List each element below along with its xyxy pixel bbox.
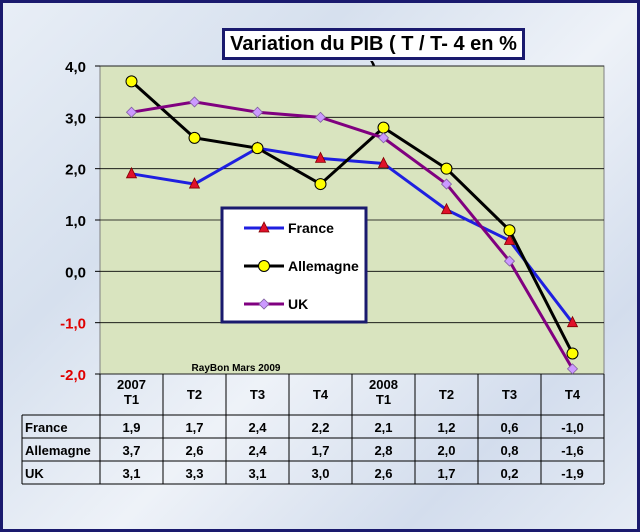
table-cell: 3,7 xyxy=(122,443,140,458)
table-cell: -1,0 xyxy=(561,420,583,435)
table-cell: 2,6 xyxy=(185,443,203,458)
y-tick-label: 1,0 xyxy=(65,213,86,230)
annotation: RayBon Mars 2009 xyxy=(192,363,281,374)
data-point-allemagne xyxy=(503,224,516,237)
category-label-line: T3 xyxy=(502,387,517,402)
y-tick-label: 4,0 xyxy=(65,59,86,76)
data-point-france xyxy=(377,156,390,168)
data-point-uk xyxy=(566,363,579,375)
data-point-france xyxy=(125,166,138,179)
category-label-line: T3 xyxy=(250,387,265,402)
legend-marker xyxy=(258,298,270,310)
y-tick-label: 0,0 xyxy=(65,264,86,281)
series-line-uk xyxy=(131,100,574,370)
table-cell: 1,7 xyxy=(311,443,329,458)
data-point-france xyxy=(188,177,201,189)
legend-marker xyxy=(258,260,270,272)
category-label-line: T1 xyxy=(376,392,391,407)
table-cell: 0,2 xyxy=(500,466,518,481)
table-row-label: Allemagne xyxy=(25,443,91,458)
data-point-allemagne xyxy=(188,131,201,144)
table-cell: 0,6 xyxy=(500,420,518,435)
chart-title: Variation du PIB ( T / T- 4 en % ) xyxy=(222,28,525,81)
table-cell: 2,4 xyxy=(248,443,267,458)
category-label-line: T1 xyxy=(124,392,139,407)
legend-label: UK xyxy=(288,296,308,312)
table-cell: 2,6 xyxy=(374,466,392,481)
category-label-line: T4 xyxy=(565,387,581,402)
data-point-uk xyxy=(377,132,390,144)
data-point-france xyxy=(503,233,516,245)
data-point-allemagne xyxy=(125,75,138,88)
table-cell: 3,3 xyxy=(185,466,203,481)
data-point-uk xyxy=(188,96,201,108)
category-label: T2 xyxy=(187,387,202,402)
data-point-allemagne xyxy=(314,178,327,191)
category-label: T2 xyxy=(439,387,454,402)
table-cell: 1,7 xyxy=(185,420,203,435)
data-point-france xyxy=(566,315,579,328)
data-point-uk xyxy=(251,106,264,118)
data-point-allemagne xyxy=(440,162,453,175)
data-point-uk xyxy=(440,178,453,190)
table-cell: 2,0 xyxy=(437,443,455,458)
table-cell: 0,8 xyxy=(500,443,518,458)
table-cell: 2,4 xyxy=(248,420,267,435)
series-line-france xyxy=(131,146,574,324)
category-label-line: T2 xyxy=(439,387,454,402)
category-label: 2007 T1 xyxy=(117,377,146,407)
table-cell: 3,1 xyxy=(248,466,266,481)
data-point-uk xyxy=(314,111,327,123)
y-tick-label: 2,0 xyxy=(65,162,86,179)
legend-label: France xyxy=(288,220,334,236)
category-label-line: T2 xyxy=(187,387,202,402)
data-point-uk xyxy=(503,255,516,267)
data-point-allemagne xyxy=(251,142,264,155)
category-label: T4 xyxy=(565,387,581,402)
table-cell: 3,1 xyxy=(122,466,140,481)
data-point-allemagne xyxy=(377,121,390,134)
category-label: T3 xyxy=(250,387,265,402)
table-cell: 2,8 xyxy=(374,443,392,458)
table-cell: 2,2 xyxy=(311,420,329,435)
category-label-line: 2007 xyxy=(117,377,146,392)
table-row-label: UK xyxy=(25,466,44,481)
table-row-label: France xyxy=(25,420,68,435)
legend-label: Allemagne xyxy=(288,258,359,274)
table-cell: 3,0 xyxy=(311,466,329,481)
table-cell: 1,7 xyxy=(437,466,455,481)
data-point-france xyxy=(314,151,327,163)
category-label: T3 xyxy=(502,387,517,402)
category-label-line: 2008 xyxy=(369,377,398,392)
category-label-line: T4 xyxy=(313,387,329,402)
category-label: T4 xyxy=(313,387,329,402)
y-tick-label: -2,0 xyxy=(60,367,86,384)
table-cell: 1,2 xyxy=(437,420,455,435)
data-point-allemagne xyxy=(566,347,579,360)
y-tick-label: -1,0 xyxy=(60,316,86,333)
legend-marker xyxy=(258,221,270,233)
table-cell: 1,9 xyxy=(122,420,140,435)
table-cell: 2,1 xyxy=(374,420,392,435)
table-cell: -1,6 xyxy=(561,443,583,458)
data-point-france xyxy=(440,202,453,215)
category-label: 2008 T1 xyxy=(369,377,398,407)
table-cell: -1,9 xyxy=(561,466,583,481)
data-point-uk xyxy=(125,106,138,118)
y-tick-label: 3,0 xyxy=(65,110,86,127)
series-line-allemagne xyxy=(130,80,574,355)
